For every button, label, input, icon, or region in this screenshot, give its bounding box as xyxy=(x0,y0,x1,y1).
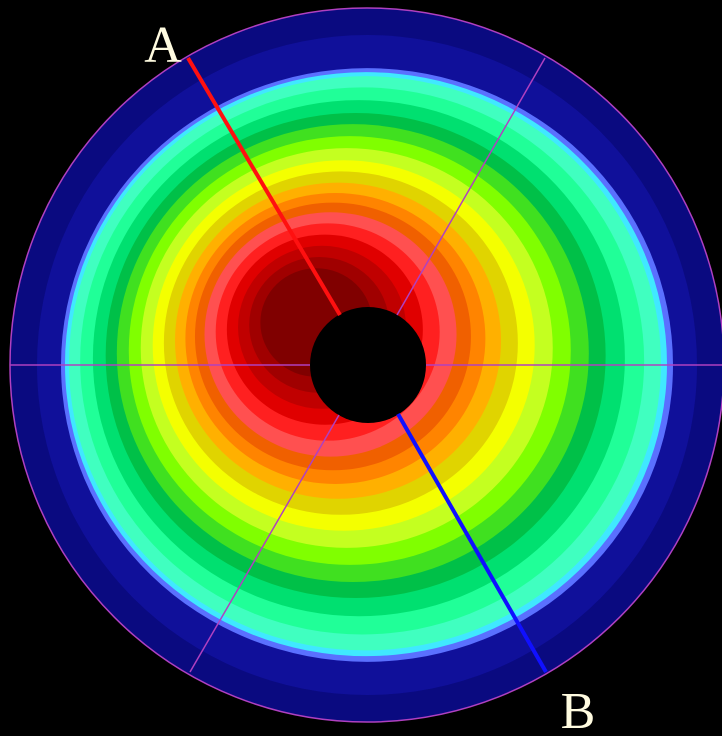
center-hole xyxy=(310,307,426,423)
label-b: B xyxy=(561,683,596,736)
page: {"labels": {"a": "A", "b": "B"}} A B (()… xyxy=(0,0,722,736)
contour-plot: A B xyxy=(0,0,722,736)
label-a: A xyxy=(144,17,182,74)
